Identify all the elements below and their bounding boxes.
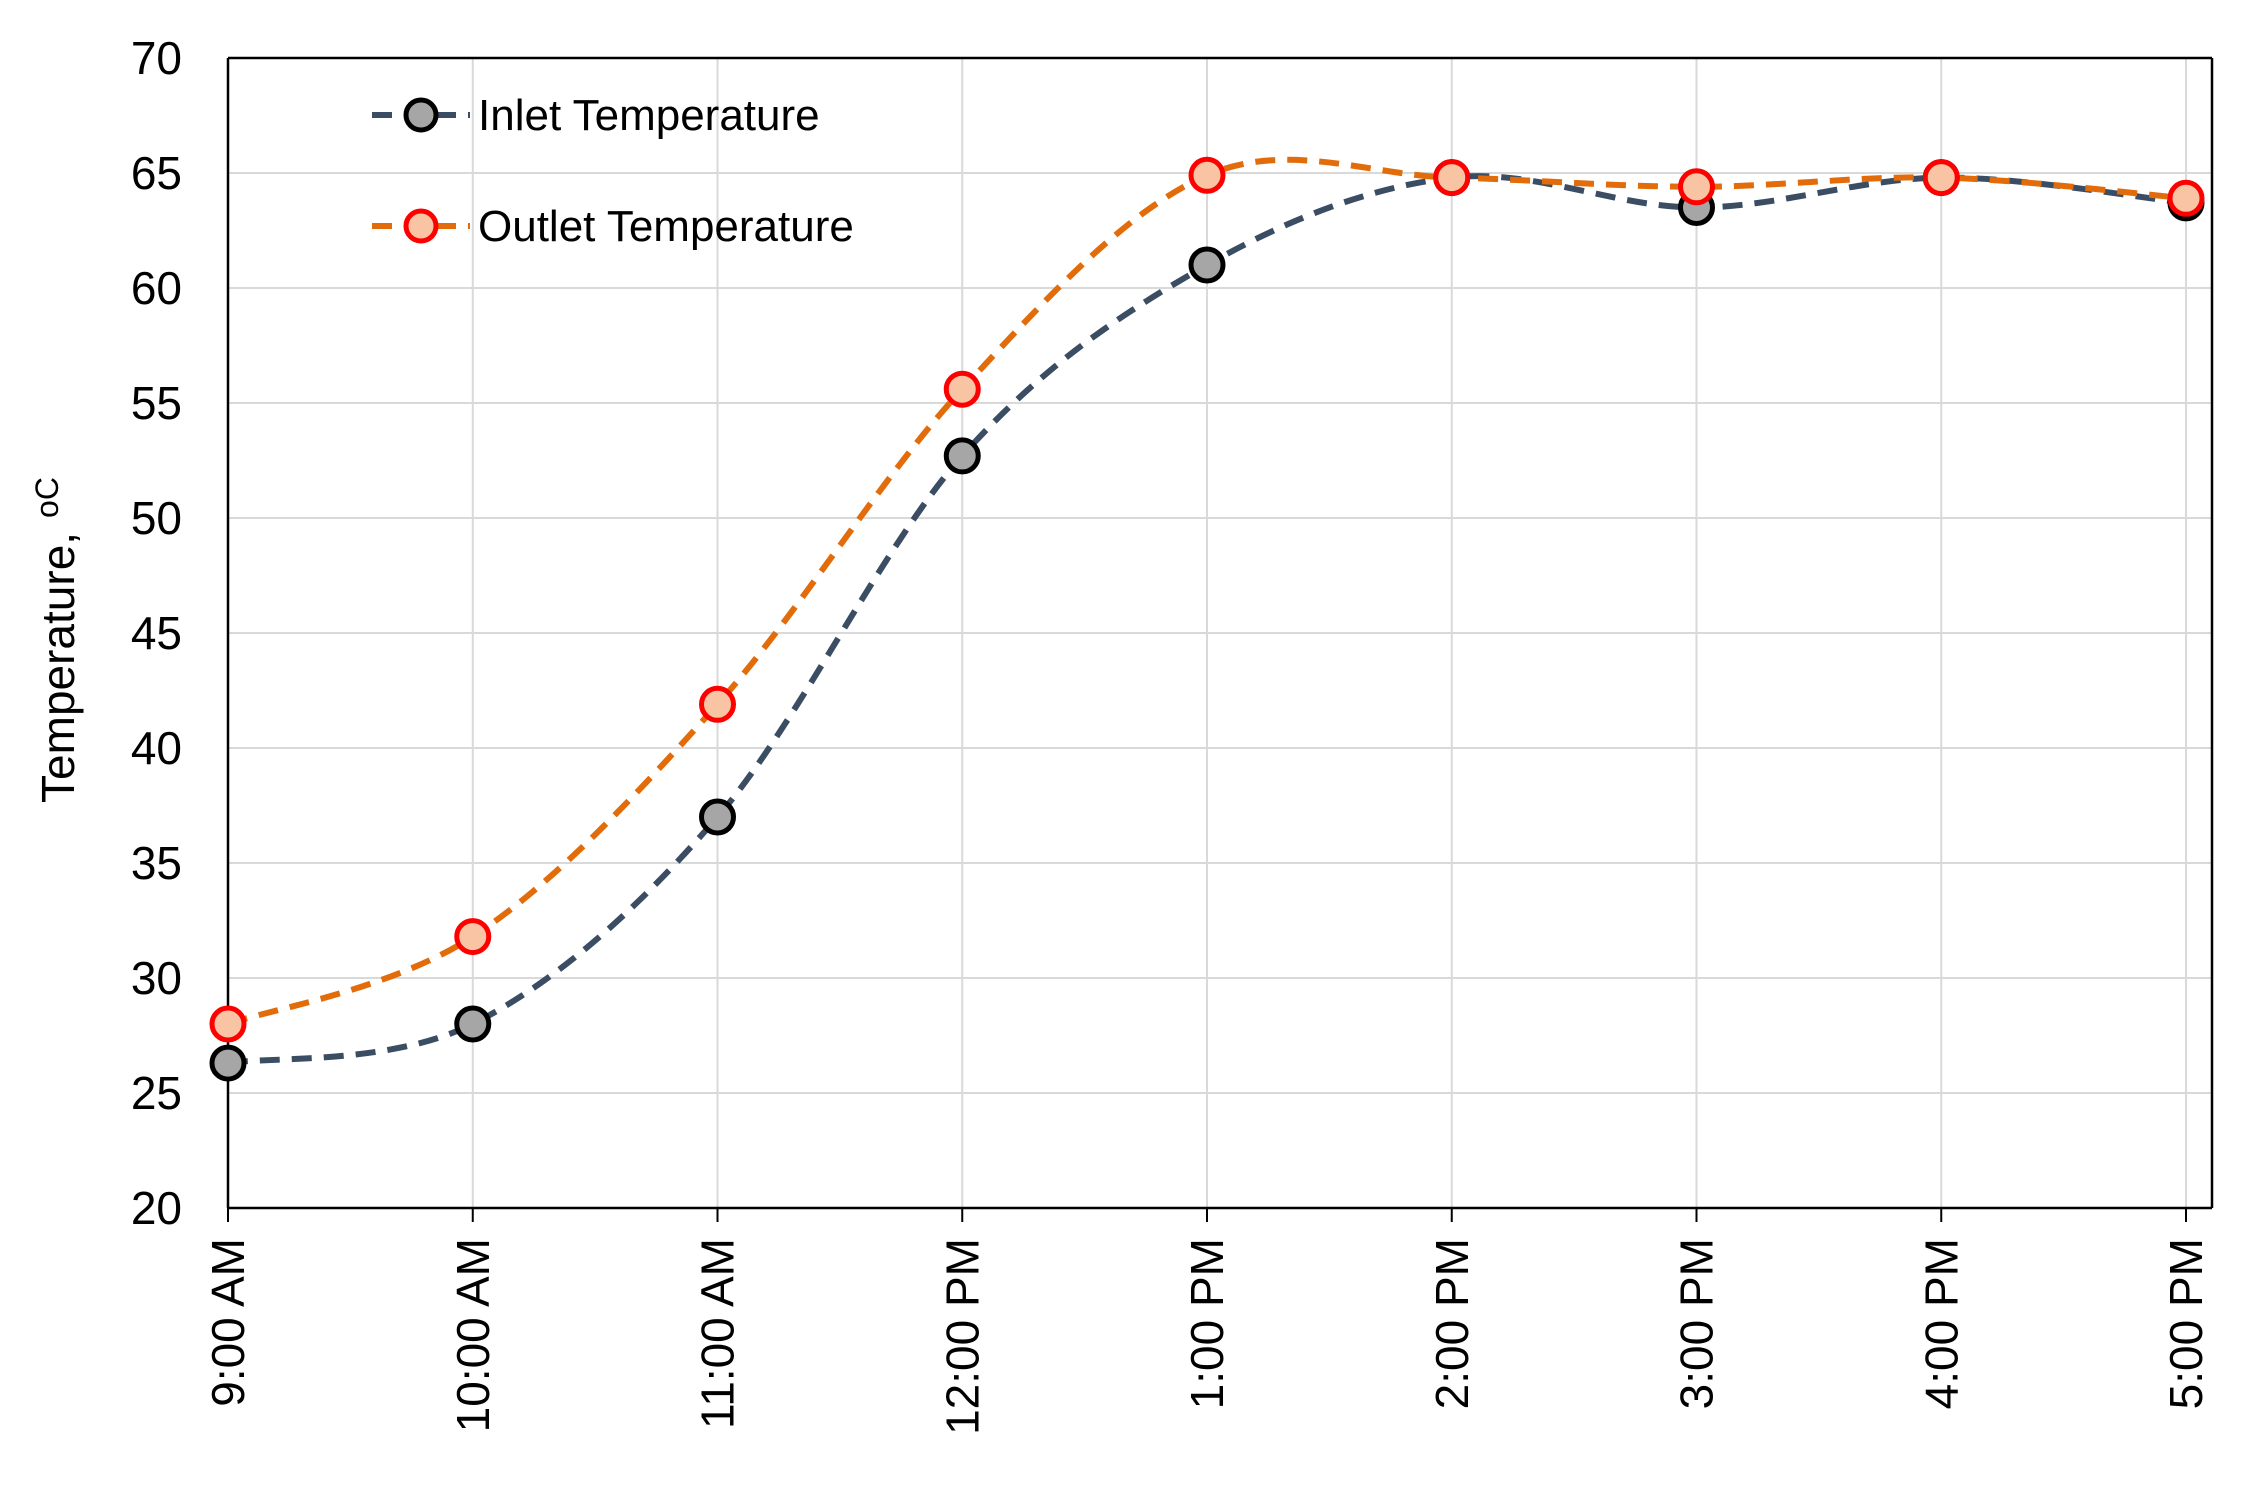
y-tick-label: 25 [131,1067,182,1119]
inlet-temperature-point [209,1044,247,1082]
y-tick-label: 30 [131,952,182,1004]
series-markers [209,156,2205,1082]
series-lines [226,156,2187,1067]
y-tick-label: 70 [131,32,182,84]
inlet-temperature-point [1188,246,1226,284]
y-tick-label: 40 [131,722,182,774]
y-tick-label: 35 [131,837,182,889]
x-tick-label: 9:00 AM [202,1238,254,1407]
outlet-temperature-point [2167,179,2205,217]
legend: Inlet Temperature Outlet Temperature [372,91,854,251]
y-tick-label: 50 [131,492,182,544]
outlet-temperature-point [1188,156,1226,194]
x-tick-label: 10:00 AM [447,1238,499,1432]
x-tick-label: 12:00 PM [936,1238,988,1435]
y-axis-title-text: Temperature, [32,532,84,803]
y-axis-title: Temperature, oC [29,477,84,803]
outlet-temperature-point [1678,168,1715,206]
inlet-temperature-legend-marker [403,97,439,133]
axes [226,56,2214,1222]
y-axis-unit-superscript: oC [29,477,65,518]
outlet-temperature-legend-label: Outlet Temperature [478,202,854,251]
outlet-temperature-line [226,156,2187,1027]
outlet-temperature-point [1433,159,1471,197]
outlet-temperature-point [943,370,981,408]
x-tick-label: 1:00 PM [1181,1238,1233,1409]
outlet-temperature-point [1922,159,1960,197]
outlet-temperature-point [454,918,492,956]
x-tick-label: 4:00 PM [1915,1238,1967,1409]
outlet-temperature-point [209,1005,247,1043]
inlet-temperature-point [454,1005,492,1043]
inlet-temperature-point [943,437,981,475]
inlet-temperature-line [227,173,2187,1067]
inlet-temperature-legend-label: Inlet Temperature [478,91,820,140]
x-tick-label: 3:00 PM [1671,1238,1723,1409]
outlet-temperature-legend-marker [403,208,439,244]
gridlines [228,57,2212,1208]
x-tick-label: 2:00 PM [1426,1238,1478,1409]
y-tick-label: 60 [131,262,182,314]
y-tick-label: 55 [131,377,182,429]
y-tick-label: 20 [131,1182,182,1234]
x-tick-label: 11:00 AM [692,1238,744,1429]
outlet-temperature-point [699,685,736,723]
y-tick-label: 65 [131,147,182,199]
x-tick-label: 5:00 PM [2160,1238,2212,1409]
tick-labels: 20 25 30 35 40 45 50 55 60 65 70 9:00 AM 10:00 AM 11:… [131,32,2212,1435]
inlet-temperature-point [699,798,736,836]
y-tick-label: 45 [131,607,182,659]
